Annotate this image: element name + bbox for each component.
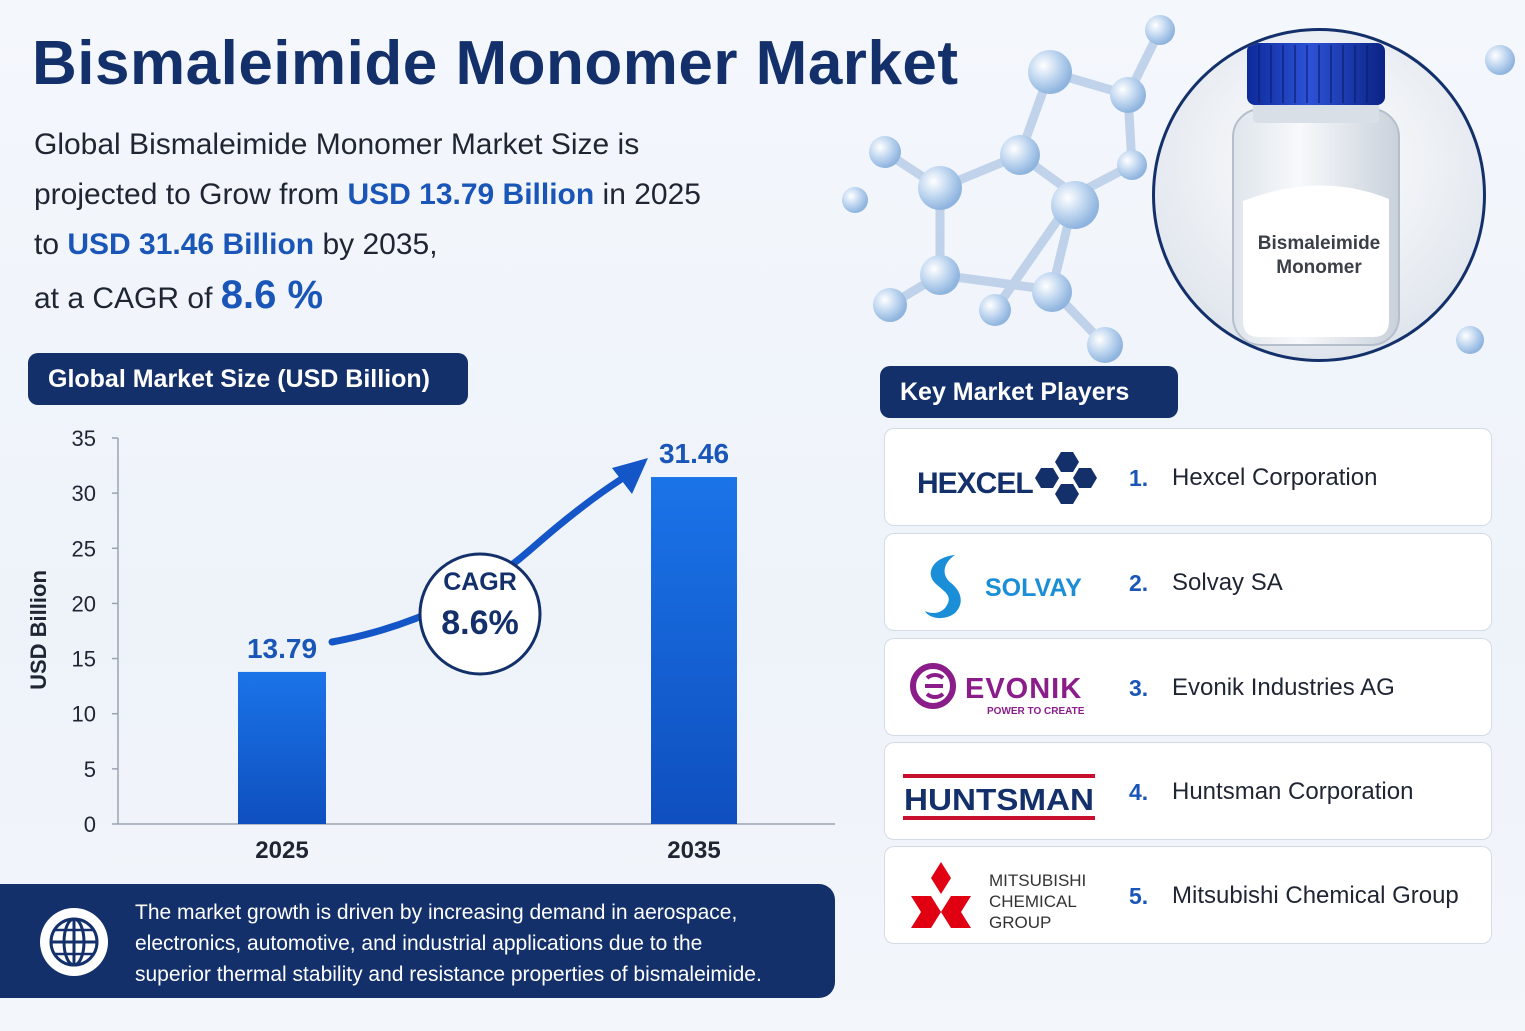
molecule-decoration xyxy=(842,15,1515,363)
market-size-heading: Global Market Size (USD Billion) xyxy=(28,353,468,405)
summary-line-4: at a CAGR of 8.6 % xyxy=(34,270,794,324)
drivers-line-2: electronics, automotive, and industrial … xyxy=(135,932,703,955)
x-tick-label: 2035 xyxy=(667,837,720,864)
svg-text:POWER TO CREATE: POWER TO CREATE xyxy=(987,706,1085,717)
growth-arrow xyxy=(328,476,624,646)
summary-text: to xyxy=(34,228,68,261)
y-tick-label: 30 xyxy=(72,481,96,506)
growth-arrow-head xyxy=(612,458,648,494)
bar-data-label: 13.79 xyxy=(247,633,317,664)
summary-line-1: Global Bismaleimide Monomer Market Size … xyxy=(34,128,640,161)
player-name: Evonik Industries AG xyxy=(1172,674,1395,701)
y-tick-label: 25 xyxy=(72,536,96,561)
player-rank: 4. xyxy=(1129,779,1149,805)
svg-text:HUNTSMAN: HUNTSMAN xyxy=(904,782,1094,817)
jar-icon: Bismaleimide Monomer xyxy=(1232,43,1400,346)
player-card-solvay: SOLVAY 2. Solvay SA xyxy=(884,533,1492,631)
summary-line-3: to USD 31.46 Billion by 2035, xyxy=(34,220,794,270)
player-card-hexcel: HEXCEL 1. Hexcel Corporation xyxy=(884,428,1492,526)
cagr-highlight: 8.6 % xyxy=(220,273,324,317)
key-players-heading: Key Market Players xyxy=(880,366,1178,418)
y-tick-label: 15 xyxy=(72,647,96,672)
hexcel-logo: HEXCEL xyxy=(917,452,1097,504)
y-tick-label: 0 xyxy=(84,812,96,837)
player-name: Solvay SA xyxy=(1172,569,1283,596)
globe-icon xyxy=(40,908,108,976)
summary-text: at a CAGR of xyxy=(34,282,221,315)
y-axis: 0 5 10 15 20 25 30 35 xyxy=(72,426,119,837)
player-rank: 2. xyxy=(1129,570,1149,596)
x-tick-label: 2025 xyxy=(255,837,308,864)
market-drivers-banner: The market growth is driven by increasin… xyxy=(0,884,835,998)
player-card-mitsubishi: MITSUBISHI CHEMICAL GROUP 5. Mitsubishi … xyxy=(884,846,1492,944)
y-tick-label: 20 xyxy=(72,591,96,616)
bar-2035 xyxy=(651,477,737,824)
svg-text:MITSUBISHI: MITSUBISHI xyxy=(989,871,1086,890)
player-name: Huntsman Corporation xyxy=(1172,778,1414,805)
y-tick-label: 35 xyxy=(72,426,96,451)
y-tick-label: 5 xyxy=(84,757,96,782)
summary-text: projected to Grow from xyxy=(34,178,348,211)
cagr-badge xyxy=(418,552,542,676)
value-2025-highlight: USD 13.79 Billion xyxy=(347,178,595,211)
player-rank: 5. xyxy=(1129,883,1149,909)
huntsman-logo: HUNTSMAN xyxy=(903,774,1095,820)
player-card-huntsman: HUNTSMAN 4. Huntsman Corporation xyxy=(884,742,1492,840)
y-tick-label: 10 xyxy=(72,702,96,727)
drivers-line-1: The market growth is driven by increasin… xyxy=(135,901,738,924)
bar-data-label: 31.46 xyxy=(659,438,729,469)
y-axis-label: USD Billion xyxy=(26,570,51,690)
svg-text:EVONIK: EVONIK xyxy=(965,673,1082,705)
player-rank: 3. xyxy=(1129,675,1149,701)
player-name: Hexcel Corporation xyxy=(1172,464,1378,491)
jar-label-line-2: Monomer xyxy=(1276,257,1362,278)
evonik-logo: EVONIK POWER TO CREATE xyxy=(910,663,1085,717)
jar-label-line-1: Bismaleimide xyxy=(1258,233,1381,254)
svg-text:CHEMICAL: CHEMICAL xyxy=(989,892,1077,911)
market-drivers-text: The market growth is driven by increasin… xyxy=(135,897,825,990)
player-card-evonik: EVONIK POWER TO CREATE 3. Evonik Industr… xyxy=(884,638,1492,736)
value-2035-highlight: USD 31.46 Billion xyxy=(67,228,315,261)
cagr-badge-label: CAGR xyxy=(443,568,517,596)
page-title: Bismaleimide Monomer Market xyxy=(32,29,959,98)
summary-text: in 2025 xyxy=(594,178,701,211)
svg-text:GROUP: GROUP xyxy=(989,913,1051,932)
mitsubishi-logo: MITSUBISHI CHEMICAL GROUP xyxy=(911,862,1086,932)
drivers-line-3: superior thermal stability and resistanc… xyxy=(135,963,762,986)
summary-line-2: projected to Grow from USD 13.79 Billion… xyxy=(34,170,794,220)
market-summary: Global Bismaleimide Monomer Market Size … xyxy=(34,120,794,324)
summary-text: by 2035, xyxy=(314,228,438,261)
svg-text:HEXCEL: HEXCEL xyxy=(917,467,1033,500)
player-name: Mitsubishi Chemical Group xyxy=(1172,882,1459,909)
bar-2025 xyxy=(238,671,326,824)
product-image: Bismaleimide Monomer xyxy=(1152,28,1486,362)
player-rank: 1. xyxy=(1129,465,1149,491)
svg-text:SOLVAY: SOLVAY xyxy=(985,574,1082,602)
cagr-badge-value: 8.6% xyxy=(441,604,519,642)
solvay-logo: SOLVAY xyxy=(925,555,1082,619)
